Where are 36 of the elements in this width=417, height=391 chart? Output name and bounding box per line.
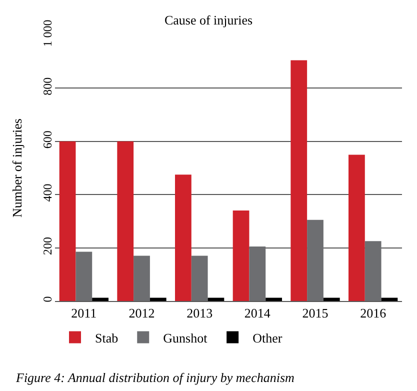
x-tick-label: 2012	[128, 306, 155, 321]
x-tick-label: 2014	[244, 306, 271, 321]
bar	[232, 210, 250, 301]
legend-label: Gunshot	[163, 330, 208, 346]
legend-label: Stab	[95, 330, 118, 346]
bar	[59, 141, 76, 301]
caption: Figure 4: Annual distribution of injury by mechanism	[15, 370, 294, 385]
bar	[150, 298, 166, 301]
bar	[175, 174, 192, 301]
bar	[364, 241, 382, 301]
y-tick-label: 400	[40, 184, 55, 202]
chart-title: Cause of injuries	[164, 12, 253, 28]
bar	[117, 141, 134, 301]
bar	[266, 298, 282, 301]
bar	[208, 298, 224, 301]
bar	[249, 246, 266, 301]
y-tick-label: 200	[40, 237, 55, 255]
x-tick-label: 2013	[186, 306, 213, 321]
y-tick-label: 0	[40, 296, 55, 302]
bar	[307, 220, 324, 301]
x-tick-label: 2011	[71, 306, 97, 321]
x-tick-label: 2016	[360, 306, 387, 321]
bar	[92, 298, 108, 301]
y-tick-label: 800	[40, 77, 55, 96]
bar	[323, 298, 340, 301]
x-tick-label: 2015	[302, 306, 328, 321]
bar	[134, 256, 150, 301]
y-tick-label: 600	[40, 130, 55, 149]
y-tick-label: 1 000	[40, 20, 55, 47]
y-axis-title: Number of injuries	[10, 118, 25, 218]
bar	[381, 298, 398, 301]
legend-label: Other	[252, 330, 283, 346]
bar	[290, 60, 308, 301]
bar	[76, 252, 92, 301]
bar	[348, 154, 365, 301]
bar	[191, 256, 208, 301]
